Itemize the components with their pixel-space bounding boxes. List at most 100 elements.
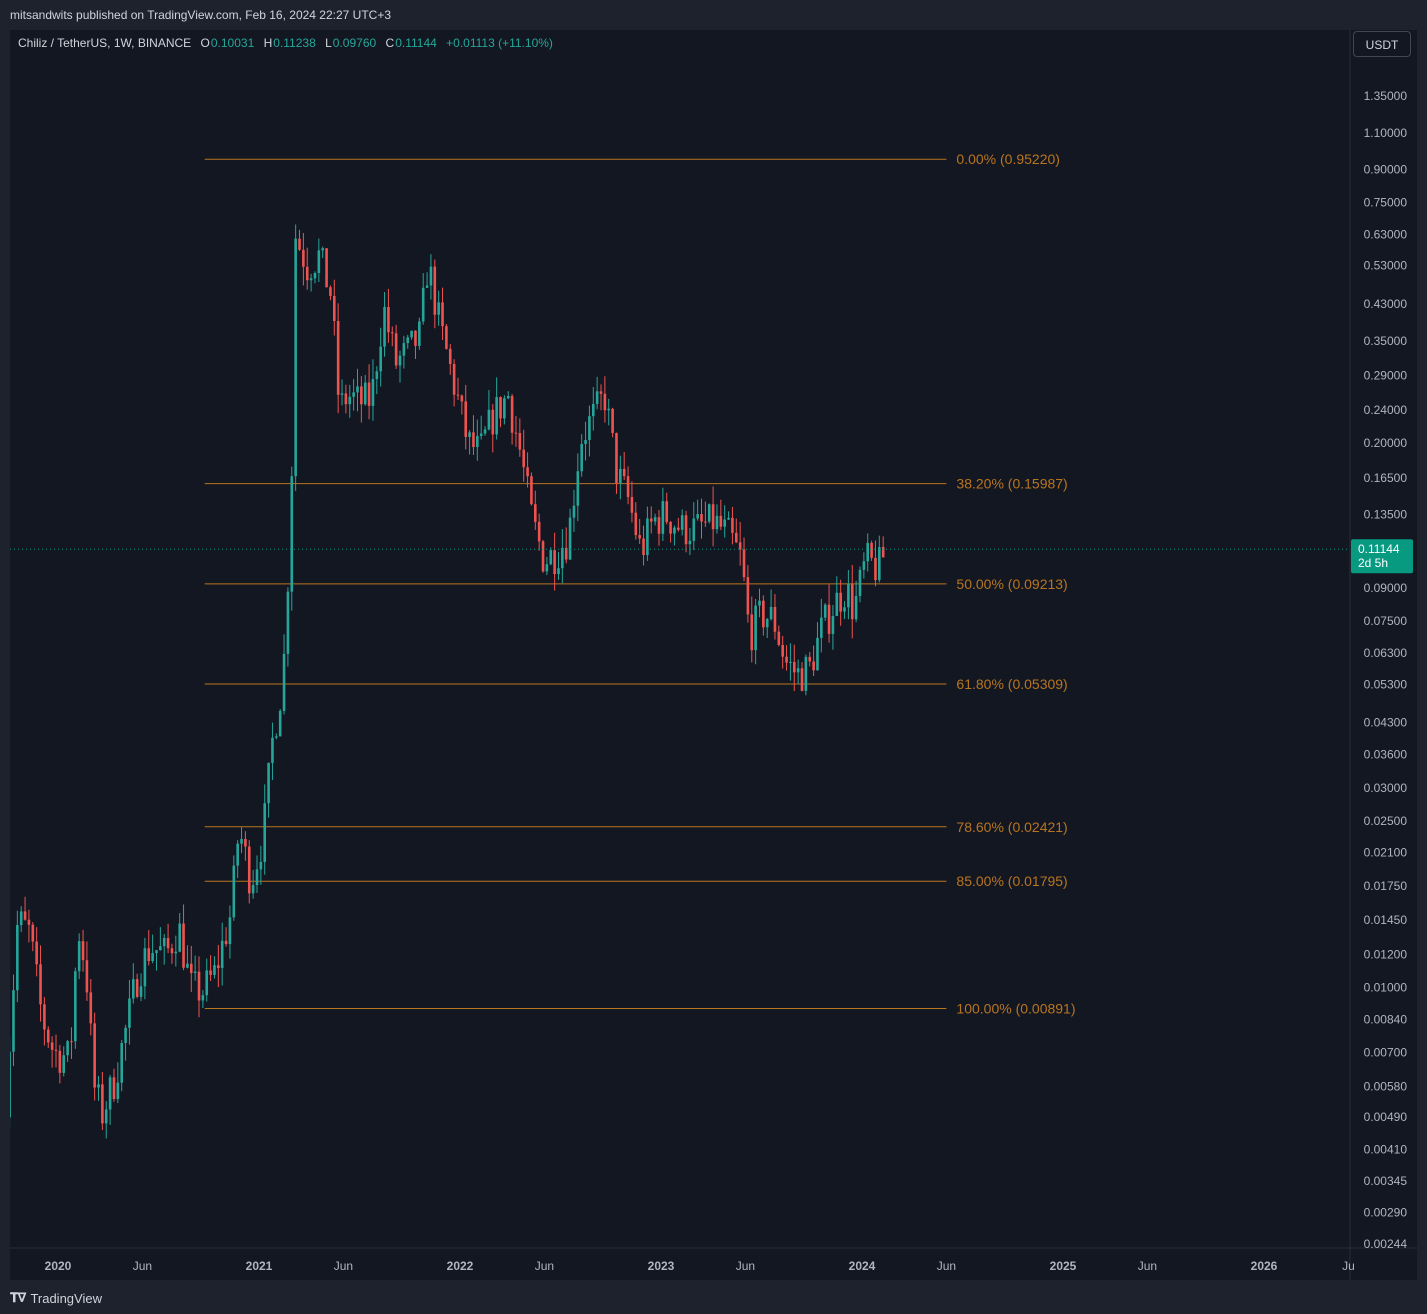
candle-body: [344, 393, 348, 405]
candle-body: [850, 584, 854, 620]
candle-body: [452, 363, 456, 395]
symbol-legend: Chiliz / TetherUS, 1W, BINANCE O0.10031 …: [18, 36, 553, 50]
candle-body: [599, 391, 603, 394]
candle-body: [263, 803, 267, 862]
candle-body: [765, 619, 769, 628]
candle-body: [823, 604, 827, 618]
candle-body: [634, 512, 638, 536]
candle-body: [684, 515, 688, 545]
candle-body: [23, 911, 27, 920]
chart-panel[interactable]: 1.35000 1.10000 0.90000 0.75000 0.63000 0.530…: [10, 30, 1417, 1280]
price-tick-label: 0.00490: [1364, 1110, 1408, 1124]
candle-body: [568, 517, 572, 560]
price-tick-label: 0.63000: [1364, 227, 1408, 241]
candle-body: [271, 737, 274, 763]
candle-body: [43, 1004, 46, 1030]
candle-body: [433, 266, 437, 315]
price-tick-label: 0.90000: [1364, 162, 1408, 176]
time-tick-label: 2025: [1050, 1259, 1077, 1273]
candle-body: [626, 476, 630, 498]
candle-body: [448, 348, 452, 364]
time-tick-label: Jun: [535, 1259, 554, 1273]
candle-body: [476, 436, 479, 448]
candle-body: [445, 326, 448, 349]
candle-body: [247, 846, 251, 894]
candle-body: [808, 656, 812, 662]
open-label: O: [200, 36, 210, 50]
candle-body: [170, 948, 174, 954]
candle-body: [669, 522, 672, 534]
candle-body: [653, 517, 657, 522]
candle-body: [352, 392, 355, 397]
price-tick-label: 0.00700: [1364, 1045, 1408, 1059]
candle-body: [356, 386, 359, 393]
price-tick-label: 0.02500: [1364, 814, 1408, 828]
candlestick-chart[interactable]: 1.35000 1.10000 0.90000 0.75000 0.63000 0.530…: [10, 30, 1417, 1280]
price-tick-label: 1.35000: [1364, 89, 1408, 103]
candle-body: [831, 616, 835, 634]
candle-body: [468, 432, 471, 437]
price-tick-label: 0.29000: [1364, 368, 1408, 382]
candle-body: [572, 505, 576, 518]
fib-level-label: 100.00% (0.00891): [956, 1001, 1075, 1017]
candle-body: [429, 266, 433, 286]
fib-level-label: 78.60% (0.02421): [956, 819, 1067, 835]
candle-body: [394, 333, 398, 366]
candle-body: [514, 432, 518, 434]
candle-body: [66, 1041, 69, 1056]
candle-body: [518, 433, 522, 450]
candle-body: [769, 606, 773, 620]
candle-body: [530, 476, 533, 505]
candle-body: [375, 371, 379, 380]
tradingview-brand: TradingView: [30, 1290, 102, 1306]
candle-body: [800, 668, 804, 691]
candle-body: [332, 295, 336, 322]
candle-body: [317, 250, 321, 274]
candle-body: [607, 408, 611, 411]
candle-body: [881, 547, 885, 558]
candle-body: [615, 433, 618, 484]
time-tick-label: Ju: [1342, 1259, 1355, 1273]
candle-body: [39, 964, 42, 1005]
time-tick-label: Jun: [1138, 1259, 1157, 1273]
price-tick-label: 0.01000: [1364, 981, 1408, 995]
candle-body: [707, 504, 711, 522]
candle-body: [754, 605, 757, 651]
current-price-badge: [1351, 539, 1413, 574]
candle-body: [70, 1041, 73, 1043]
candle-body: [186, 963, 189, 968]
candle-body: [723, 519, 727, 527]
candle-body: [217, 965, 220, 969]
candle-body: [290, 476, 294, 592]
candle-body: [205, 970, 209, 996]
symbol-title[interactable]: Chiliz / TetherUS, 1W, BINANCE: [18, 36, 192, 50]
bar-countdown-label: 2d 5h: [1358, 556, 1388, 570]
price-tick-label: 0.00580: [1364, 1080, 1408, 1094]
candle-body: [155, 950, 158, 954]
candle-body: [189, 963, 193, 974]
close-value: 0.11144: [395, 36, 437, 50]
candle-body: [499, 397, 502, 419]
fib-level-label: 85.00% (0.01795): [956, 873, 1067, 889]
candle-body: [472, 432, 475, 448]
candle-body: [418, 321, 421, 346]
candle-body: [309, 278, 313, 281]
candle-body: [526, 467, 529, 477]
candle-body: [773, 606, 777, 632]
candle-body: [688, 540, 692, 545]
candle-body: [151, 953, 154, 962]
candle-body: [719, 515, 723, 527]
candle-body: [35, 941, 38, 965]
tradingview-logo[interactable]: 𝐓∇ TradingView: [10, 1290, 102, 1306]
candle-body: [441, 302, 444, 327]
candle-body: [336, 321, 340, 395]
candle-body: [224, 940, 228, 945]
candle-body: [734, 532, 738, 543]
candle-body: [240, 838, 243, 844]
low-label: L: [325, 36, 332, 50]
candle-body: [758, 600, 761, 606]
price-tick-label: 0.20000: [1364, 436, 1408, 450]
candle-body: [580, 443, 583, 472]
currency-button[interactable]: USDT: [1353, 31, 1411, 57]
candle-body: [603, 393, 607, 411]
